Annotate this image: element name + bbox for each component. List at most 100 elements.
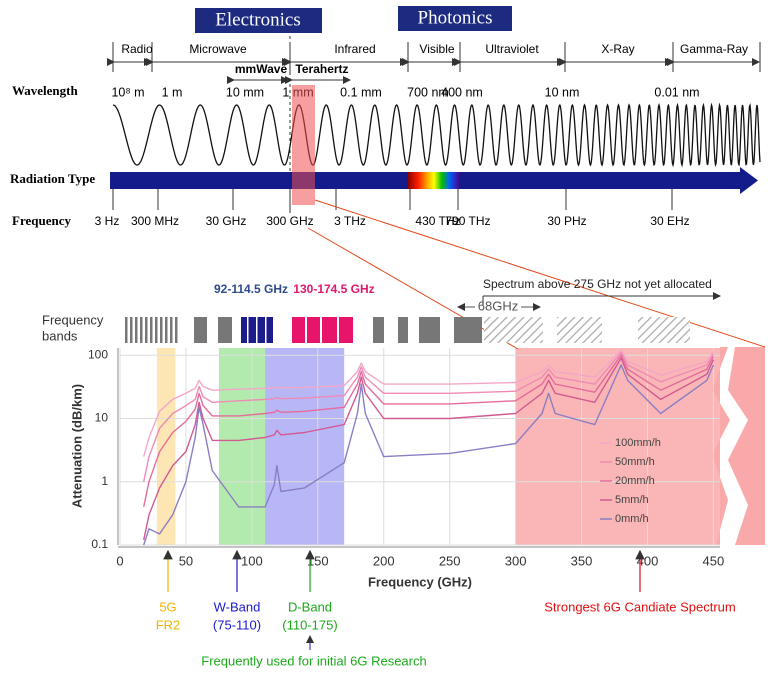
legend-label: 20mm/h [615,475,655,487]
photonics-box [398,6,512,31]
unallocated-label: Spectrum above 275 GHz not yet allocated [483,277,712,291]
band-gap [265,317,267,343]
allocated-band [175,317,178,343]
bands-row-label: bands [42,328,78,343]
y-tick-label: 1 [101,474,108,488]
allocated-band [130,317,133,343]
attenuation-line [143,354,715,508]
band-label: 5G [159,599,176,614]
attenuation-line [143,349,714,457]
band-gap [337,317,339,343]
legend-label: 5mm/h [615,494,649,506]
band-gap [256,317,258,343]
visible-gradient [408,172,460,189]
frequency-label: 300 MHz [131,214,179,228]
sub-region-label: mmWave [235,62,288,76]
allocated-band [419,317,440,343]
unallocated-band [638,317,690,343]
y-tick-label: 100 [88,347,108,361]
electronics-label: Electronics [215,9,300,30]
electronics-box [195,8,322,33]
wave [112,102,761,168]
band-label: D-Band [288,599,332,614]
band-gap [305,317,307,343]
band-label: (75-110) [213,617,261,632]
frequency-label: 30 PHz [547,214,586,228]
region-label: X-Ray [601,42,634,56]
band-region [218,348,266,545]
allocated-band [194,317,207,343]
row-label: Radiation Type [10,171,95,186]
d-range-label: 130-174.5 GHz [293,282,374,296]
allocated-band [454,317,482,343]
allocated-band [398,317,408,343]
red-continuation [728,347,765,545]
allocated-band [165,317,168,343]
allocated-band [135,317,138,343]
allocated-band [150,317,153,343]
attenuation-line [143,357,715,541]
band-gap [247,317,249,343]
unallocated-band [557,317,602,343]
wavelength-label: 700 nm [407,85,449,99]
attenuation-line [143,351,715,482]
frequency-label: 30 EHz [650,214,689,228]
allocated-band [125,317,128,343]
band-label: (110-175) [282,617,337,632]
legend-label: 0mm/h [615,513,649,525]
unallocated-band [484,317,543,343]
y-tick-label: 10 [95,411,109,425]
wavelength-label: 10 mm [226,85,264,99]
x-tick-label: 350 [571,553,593,568]
region-label: Ultraviolet [485,42,539,56]
allocated-band [170,317,173,343]
frequency-label: 790 THz [445,214,490,228]
region-label: Radio [121,42,153,56]
x-tick-label: 300 [505,553,527,568]
x-axis-title: Frequency (GHz) [368,574,472,589]
band-region [265,348,345,545]
region-label: Infrared [334,42,375,56]
research-note: Frequently used for initial 6G Research [201,653,426,668]
band-label: Strongest 6G Candiate Spectrum [544,599,736,614]
y-tick-label: 0.1 [91,537,108,551]
series-group [143,349,715,546]
x-tick-label: 200 [373,553,395,568]
region-label: Visible [419,42,454,56]
row-label: Wavelength [12,83,78,98]
x-tick-label: 250 [439,553,461,568]
wavelength-label: 10⁸ m [111,85,144,99]
x-tick-label: 50 [179,553,193,568]
band-region [515,348,720,545]
zoom-line [307,227,519,350]
x-tick-label: 100 [241,553,263,568]
wavelength-label: 1 m [162,85,183,99]
allocated-band [160,317,163,343]
d-band-block [292,317,353,343]
bands-row-label: Frequency [42,312,104,327]
x-tick-label: 0 [116,553,123,568]
legend-label: 100mm/h [615,437,661,449]
region-label: Microwave [189,42,247,56]
x-tick-label: 450 [703,553,725,568]
frequency-label: 300 GHz [266,214,313,228]
legend-label: 50mm/h [615,456,655,468]
wavelength-label: 0.1 mm [340,85,382,99]
thz-highlight [292,85,315,205]
allocated-band [155,317,158,343]
band-label: W-Band [214,599,261,614]
allocated-band [140,317,143,343]
row-label: Frequency [12,213,71,228]
radiation-arrowhead [740,167,758,194]
band-label: FR2 [156,617,181,632]
sub-region-label: Terahertz [295,62,348,76]
allocated-band [145,317,148,343]
photonics-label: Photonics [418,7,493,28]
frequency-label: 30 GHz [206,214,247,228]
region-label: Gamma-Ray [680,42,748,56]
frequency-label: 3 THz [334,214,366,228]
w-range-label: 92-114.5 GHz [214,282,288,296]
frequency-label: 430 THz [415,214,460,228]
y-axis-title: Attenuation (dB/km) [69,384,84,508]
